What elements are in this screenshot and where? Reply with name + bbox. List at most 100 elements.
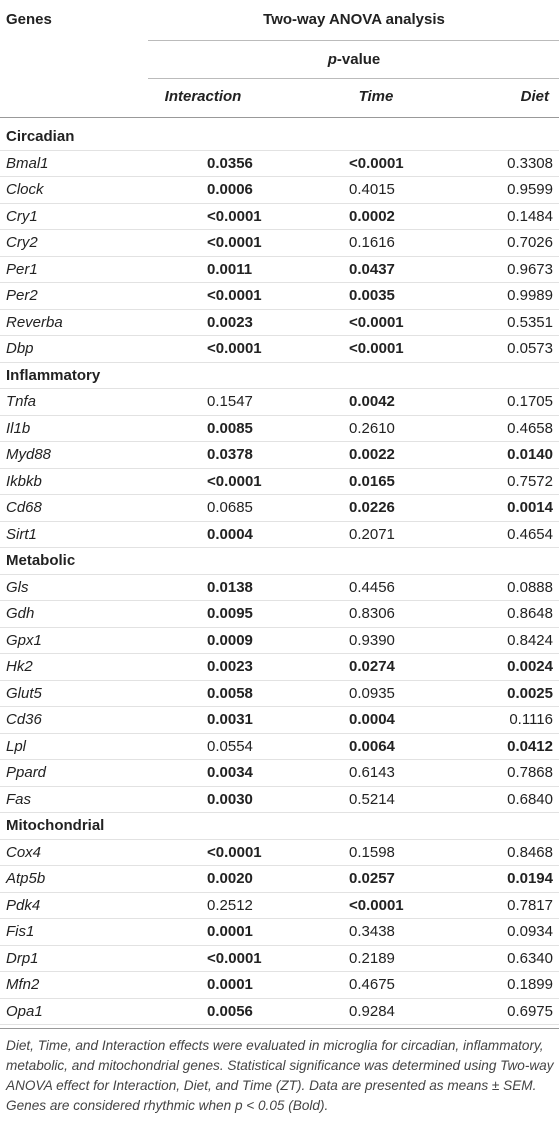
pvalue-header: p-value (328, 51, 381, 68)
gene-name: Cox4 (6, 843, 42, 861)
gene-row: Atp5b 0.0020 0.0257 0.0194 (0, 866, 559, 893)
gene-row: Pdk4 0.2512 <0.0001 0.7817 (0, 893, 559, 919)
p-value: 0.0014 (507, 499, 553, 516)
p-value: 0.7572 (507, 472, 553, 490)
p-value: 0.7868 (507, 764, 553, 781)
gene-row: Hk2 0.0023 0.0274 0.0024 (0, 654, 559, 681)
p-value: 0.0085 (207, 419, 253, 437)
p-value: 0.0935 (349, 684, 395, 702)
gene-row: Reverba 0.0023 <0.0001 0.5351 (0, 310, 559, 336)
rule (148, 40, 559, 41)
gene-row: Sirt1 0.0004 0.2071 0.4654 (0, 522, 559, 548)
p-value: 0.0023 (207, 658, 253, 675)
p-value: 0.3308 (507, 154, 553, 172)
p-value: 0.9390 (349, 631, 395, 649)
p-value: 0.0573 (507, 340, 553, 357)
gene-row: Cox4 <0.0001 0.1598 0.8468 (0, 840, 559, 866)
gene-name: Gls (6, 578, 29, 596)
rule (0, 1028, 559, 1029)
p-value: 0.9599 (507, 181, 553, 198)
p-value: 0.0226 (349, 499, 395, 516)
gene-row: Drp1 <0.0001 0.2189 0.6340 (0, 946, 559, 972)
p-value: 0.0064 (349, 737, 395, 755)
p-value: 0.0025 (507, 684, 553, 702)
p-value: <0.0001 (207, 234, 262, 251)
pvalue-italic: p (327, 51, 337, 68)
p-value: <0.0001 (349, 154, 404, 172)
gene-name: Myd88 (6, 446, 52, 463)
section-row: Circadian (0, 124, 559, 151)
p-value: 0.0024 (507, 658, 553, 675)
p-value: 0.0934 (507, 923, 553, 940)
p-value: 0.0140 (507, 446, 553, 463)
gene-row: Gpx1 0.0009 0.9390 0.8424 (0, 628, 559, 654)
p-value: 0.0356 (207, 154, 253, 172)
gene-name: Gdh (6, 605, 35, 622)
p-value: 0.0095 (207, 605, 253, 622)
column-header: Diet (520, 88, 549, 105)
gene-row: Dbp <0.0001 <0.0001 0.0573 (0, 336, 559, 363)
gene-row: Tnfa 0.1547 0.0042 0.1705 (0, 389, 559, 416)
gene-name: Gpx1 (6, 631, 42, 649)
p-value: <0.0001 (349, 313, 404, 331)
p-value: <0.0001 (207, 287, 262, 304)
gene-name: Cd36 (6, 711, 42, 728)
p-value: 0.2189 (349, 949, 395, 967)
p-value: 0.0001 (207, 923, 253, 940)
gene-name: Hk2 (6, 658, 33, 675)
gene-name: Mfn2 (6, 976, 40, 993)
p-value: <0.0001 (207, 472, 262, 490)
rule (0, 117, 559, 118)
section-title: Metabolic (6, 552, 76, 569)
gene-name: Atp5b (6, 870, 46, 887)
gene-row: Cd68 0.0685 0.0226 0.0014 (0, 495, 559, 522)
p-value: 0.0042 (349, 393, 395, 410)
section-title: Inflammatory (6, 366, 101, 384)
p-value: 0.0437 (349, 260, 395, 278)
gene-row: Gdh 0.0095 0.8306 0.8648 (0, 601, 559, 628)
column-header: Interaction (164, 88, 242, 105)
p-value: 0.1899 (507, 976, 553, 993)
gene-name: Reverba (6, 313, 63, 331)
gene-name: Lpl (6, 737, 27, 755)
p-value: 0.0011 (207, 260, 253, 278)
p-value: 0.3438 (349, 923, 395, 940)
p-value: <0.0001 (207, 340, 262, 357)
p-value: 0.0056 (207, 1002, 253, 1020)
p-value: 0.0001 (207, 976, 253, 993)
gene-row: Clock 0.0006 0.4015 0.9599 (0, 177, 559, 204)
p-value: 0.0685 (207, 499, 253, 516)
gene-name: Per2 (6, 287, 38, 304)
gene-row: Bmal1 0.0356 <0.0001 0.3308 (0, 151, 559, 177)
gene-name: Tnfa (6, 393, 37, 410)
gene-row: Per2 <0.0001 0.0035 0.9989 (0, 283, 559, 310)
gene-name: Fis1 (6, 923, 35, 940)
p-value: 0.8306 (349, 605, 395, 622)
gene-row: Ppard 0.0034 0.6143 0.7868 (0, 760, 559, 787)
p-value: 0.0009 (207, 631, 253, 649)
p-value: 0.0031 (207, 711, 253, 728)
gene-name: Per1 (6, 260, 38, 278)
p-value: 0.5214 (349, 790, 395, 808)
p-value: 0.9284 (349, 1002, 395, 1020)
gene-row: Mfn2 0.0001 0.4675 0.1899 (0, 972, 559, 999)
gene-name: Cd68 (6, 499, 42, 516)
gene-row: Cry1 <0.0001 0.0002 0.1484 (0, 204, 559, 230)
p-value: 0.0165 (349, 472, 395, 490)
gene-name: Ikbkb (6, 472, 42, 490)
p-value: 0.0004 (207, 525, 253, 543)
gene-name: Drp1 (6, 949, 39, 967)
gene-name: Bmal1 (6, 154, 49, 172)
gene-row: Fis1 0.0001 0.3438 0.0934 (0, 919, 559, 946)
p-value: 0.6143 (349, 764, 395, 781)
p-value: 0.9673 (507, 260, 553, 278)
gene-name: Opa1 (6, 1002, 43, 1020)
column-header: Time (358, 88, 394, 105)
p-value: 0.2512 (207, 896, 253, 914)
pvalue-rest: -value (336, 51, 381, 68)
p-value: <0.0001 (349, 896, 404, 914)
p-value: 0.6340 (507, 949, 553, 967)
p-value: <0.0001 (349, 340, 404, 357)
p-value: 0.4456 (349, 578, 395, 596)
gene-name: Cry1 (6, 207, 38, 225)
